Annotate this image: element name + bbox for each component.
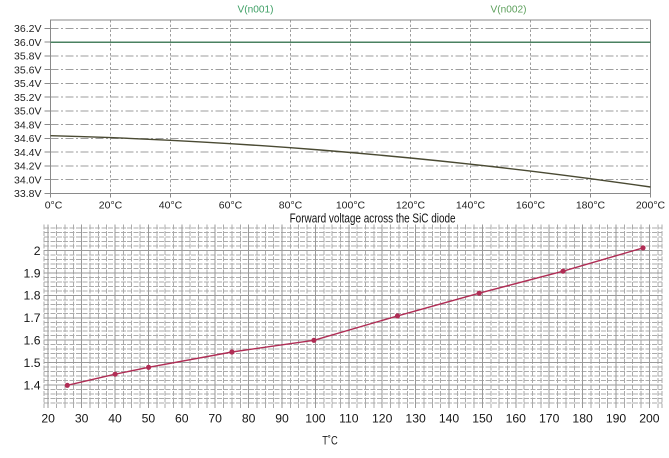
svg-text:150: 150 [472, 412, 493, 426]
svg-text:110: 110 [339, 412, 359, 426]
svg-text:34.2V: 34.2V [14, 161, 41, 173]
svg-text:34.0V: 34.0V [14, 174, 41, 186]
svg-text:200: 200 [639, 412, 660, 426]
svg-text:90: 90 [275, 412, 289, 426]
svg-text:T˚C: T˚C [322, 436, 338, 448]
svg-text:1.6: 1.6 [24, 334, 41, 348]
svg-text:0°C: 0°C [45, 200, 63, 212]
svg-text:120°C: 120°C [396, 200, 426, 212]
svg-text:V(n002): V(n002) [491, 4, 527, 16]
svg-text:Forward voltage across the SiC: Forward voltage across the SiC diode [290, 211, 456, 226]
svg-text:20: 20 [41, 412, 55, 426]
svg-text:80: 80 [242, 412, 256, 426]
svg-text:35.2V: 35.2V [14, 92, 41, 104]
svg-text:120: 120 [372, 412, 393, 426]
svg-text:34.8V: 34.8V [14, 119, 41, 131]
svg-text:1.5: 1.5 [24, 356, 41, 370]
svg-text:190: 190 [606, 412, 627, 426]
svg-text:V(n001): V(n001) [238, 4, 274, 16]
svg-text:100°C: 100°C [336, 200, 366, 212]
svg-text:160: 160 [506, 412, 527, 426]
svg-text:40°C: 40°C [159, 200, 183, 212]
svg-text:1.9: 1.9 [24, 266, 41, 280]
svg-text:50: 50 [142, 412, 156, 426]
svg-text:20°C: 20°C [99, 200, 123, 212]
svg-text:200°C: 200°C [636, 200, 666, 212]
svg-text:2: 2 [34, 244, 41, 258]
svg-text:1.8: 1.8 [24, 289, 41, 303]
svg-text:170: 170 [539, 412, 560, 426]
svg-text:35.4V: 35.4V [14, 78, 41, 90]
svg-text:30: 30 [75, 412, 89, 426]
svg-text:140: 140 [439, 412, 460, 426]
svg-text:160°C: 160°C [516, 200, 546, 212]
svg-text:180: 180 [572, 412, 593, 426]
svg-text:33.8V: 33.8V [14, 188, 41, 200]
svg-text:60: 60 [175, 412, 189, 426]
svg-text:1.4: 1.4 [24, 378, 41, 392]
svg-text:36.2V: 36.2V [14, 23, 41, 35]
svg-text:80°C: 80°C [279, 200, 303, 212]
svg-text:180°C: 180°C [576, 200, 606, 212]
svg-text:34.6V: 34.6V [14, 133, 41, 145]
svg-text:35.0V: 35.0V [14, 106, 41, 118]
svg-text:35.6V: 35.6V [14, 64, 41, 76]
svg-text:36.0V: 36.0V [14, 37, 41, 49]
svg-text:34.4V: 34.4V [14, 147, 41, 159]
svg-text:1.7: 1.7 [24, 311, 41, 325]
svg-text:35.8V: 35.8V [14, 51, 41, 63]
svg-text:140°C: 140°C [456, 200, 486, 212]
svg-text:130: 130 [405, 412, 426, 426]
svg-text:70: 70 [208, 412, 222, 426]
svg-text:60°C: 60°C [219, 200, 243, 212]
svg-text:100: 100 [305, 412, 326, 426]
svg-text:40: 40 [108, 412, 122, 426]
